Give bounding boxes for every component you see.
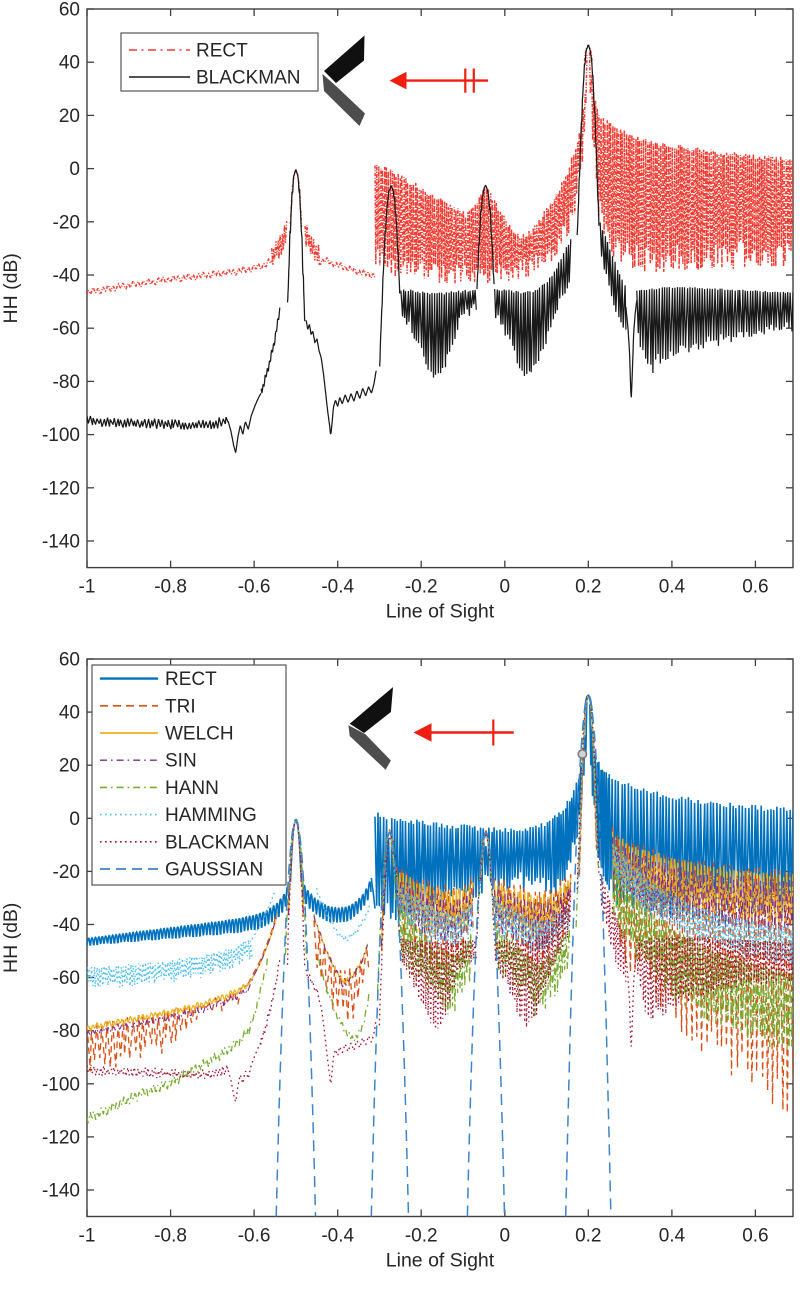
svg-text:40: 40 xyxy=(59,703,80,724)
svg-text:-0.4: -0.4 xyxy=(321,1226,354,1247)
svg-text:-60: -60 xyxy=(53,968,80,989)
svg-text:0.2: 0.2 xyxy=(575,577,601,598)
svg-text:HH (dB): HH (dB) xyxy=(0,253,22,323)
svg-text:-120: -120 xyxy=(42,478,80,499)
svg-text:Line of Sight: Line of Sight xyxy=(386,601,495,623)
svg-text:0.6: 0.6 xyxy=(742,1226,768,1247)
svg-text:-100: -100 xyxy=(42,1074,80,1095)
svg-text:RECT: RECT xyxy=(165,669,217,690)
svg-text:0: 0 xyxy=(500,1226,511,1247)
svg-text:-0.2: -0.2 xyxy=(405,577,438,598)
svg-text:WELCH: WELCH xyxy=(165,724,234,745)
svg-text:HAMMING: HAMMING xyxy=(165,805,257,826)
svg-text:-20: -20 xyxy=(53,212,80,233)
svg-text:TRI: TRI xyxy=(165,696,196,717)
svg-text:0: 0 xyxy=(69,809,80,830)
svg-text:-0.8: -0.8 xyxy=(154,577,187,598)
svg-text:-20: -20 xyxy=(53,862,80,883)
svg-text:20: 20 xyxy=(59,106,80,127)
svg-text:0: 0 xyxy=(500,577,511,598)
svg-text:-40: -40 xyxy=(53,915,80,936)
svg-text:0: 0 xyxy=(69,159,80,180)
svg-text:40: 40 xyxy=(59,53,80,74)
svg-text:0.2: 0.2 xyxy=(575,1226,601,1247)
svg-text:-0.6: -0.6 xyxy=(238,577,271,598)
svg-text:HH (dB): HH (dB) xyxy=(0,903,22,973)
svg-text:-0.8: -0.8 xyxy=(154,1226,187,1247)
svg-text:-140: -140 xyxy=(42,1181,80,1202)
svg-text:HANN: HANN xyxy=(165,778,219,799)
svg-text:-0.4: -0.4 xyxy=(321,577,354,598)
svg-text:60: 60 xyxy=(59,0,80,21)
svg-text:-60: -60 xyxy=(53,319,80,340)
svg-text:-40: -40 xyxy=(53,266,80,287)
svg-text:SIN: SIN xyxy=(165,751,197,772)
svg-text:-1: -1 xyxy=(79,1226,96,1247)
svg-text:-120: -120 xyxy=(42,1127,80,1148)
svg-text:20: 20 xyxy=(59,756,80,777)
svg-text:0.4: 0.4 xyxy=(659,577,686,598)
svg-text:0.6: 0.6 xyxy=(742,577,768,598)
svg-text:-0.6: -0.6 xyxy=(238,1226,271,1247)
svg-text:Line of Sight: Line of Sight xyxy=(386,1250,495,1272)
svg-text:-100: -100 xyxy=(42,425,80,446)
svg-text:-80: -80 xyxy=(53,1021,80,1042)
svg-text:-0.2: -0.2 xyxy=(405,1226,438,1247)
svg-text:0.4: 0.4 xyxy=(659,1226,686,1247)
svg-text:-140: -140 xyxy=(42,532,80,553)
svg-text:-80: -80 xyxy=(53,372,80,393)
svg-text:-1: -1 xyxy=(79,577,96,598)
svg-text:60: 60 xyxy=(59,650,80,671)
svg-text:BLACKMAN: BLACKMAN xyxy=(196,68,301,89)
svg-text:BLACKMAN: BLACKMAN xyxy=(165,832,270,853)
svg-text:RECT: RECT xyxy=(196,41,248,62)
svg-text:GAUSSIAN: GAUSSIAN xyxy=(165,860,263,881)
